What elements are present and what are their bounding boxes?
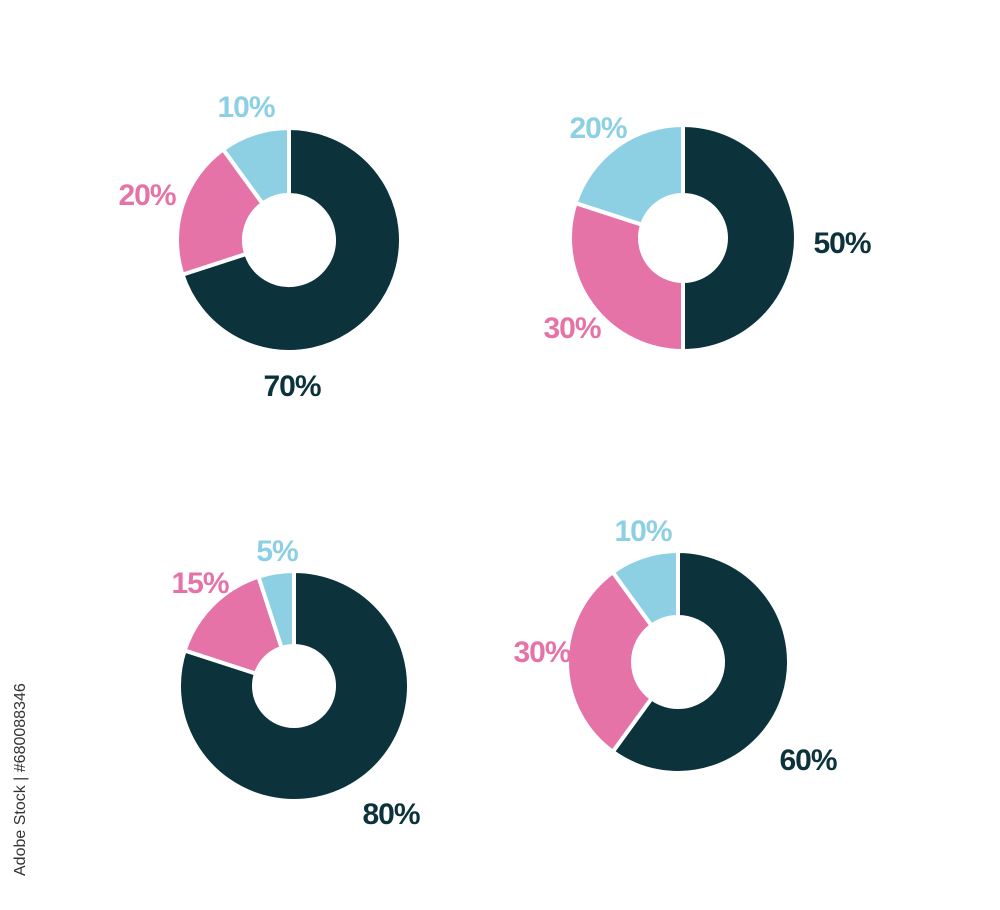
donut-slice-1-3	[220, 125, 291, 207]
slice-label-4-2: 30%	[513, 636, 570, 669]
donut-chart-4: 60% 30% 10%	[513, 515, 837, 777]
slice-label-2-2: 30%	[543, 312, 600, 345]
slice-label-1-3: 10%	[217, 91, 274, 124]
donut-slice-2-2	[568, 200, 685, 354]
donut-slice-1-2	[175, 146, 266, 278]
donut-chart-3: 80% 15% 5%	[171, 535, 420, 831]
slice-label-4-3: 10%	[614, 515, 671, 548]
slice-label-3-2: 15%	[171, 567, 228, 600]
donut-slice-4-2	[565, 569, 655, 755]
donut-slice-4-1	[609, 548, 792, 775]
slice-label-4-1: 60%	[779, 744, 836, 777]
donut-slice-2-1	[681, 122, 798, 354]
slice-label-2-3: 20%	[569, 112, 626, 145]
donut-slice-3-1	[177, 568, 411, 803]
slice-label-3-1: 80%	[362, 798, 419, 831]
slice-label-1-2: 20%	[118, 179, 175, 212]
donut-slice-3-3	[255, 568, 296, 651]
slice-label-2-1: 50%	[813, 227, 870, 260]
stock-id-text: Adobe Stock | #680088346	[12, 683, 29, 877]
donut-chart-2: 50% 30% 20%	[543, 112, 872, 354]
donut-slice-3-2	[182, 574, 285, 677]
donut-slice-4-3	[609, 548, 680, 629]
donut-chart-1: 70% 20% 10%	[118, 91, 403, 403]
donut-slice-1-1	[179, 125, 403, 354]
donut-slice-2-3	[573, 122, 685, 228]
slice-label-3-3: 5%	[256, 535, 298, 568]
slice-label-1-1: 70%	[263, 370, 320, 403]
